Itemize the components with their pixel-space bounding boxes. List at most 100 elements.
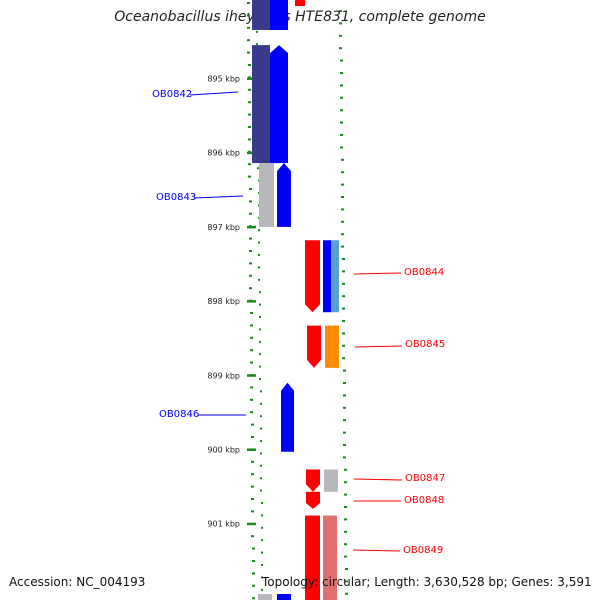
guide-dot	[252, 547, 255, 550]
guide-dot	[340, 96, 343, 99]
guide-dot	[248, 138, 251, 141]
guide-dot	[261, 588, 263, 591]
guide-dot	[261, 551, 263, 554]
guide-dot	[342, 307, 345, 310]
guide-dot	[341, 196, 344, 198]
guide-dot	[251, 498, 254, 500]
guide-dot	[259, 365, 261, 368]
guide-dot	[247, 26, 250, 29]
kbp-tick	[247, 151, 256, 155]
guide-dot	[340, 134, 343, 136]
gene-label-OB0848[interactable]: OB0848	[404, 495, 444, 506]
kbp-tick-label: 899 kbp	[207, 371, 240, 380]
guide-dot	[249, 212, 252, 215]
guide-dot	[260, 489, 262, 492]
gene-fragment-bottom	[258, 594, 272, 600]
gene-label-OB0846[interactable]: OB0846	[159, 409, 199, 420]
gene-OB0848	[306, 491, 320, 509]
map-title: Oceanobacillus iheyensis HTE831, complet…	[114, 9, 486, 25]
guide-dot	[249, 237, 252, 240]
accession-text: Accession: NC_004193	[9, 575, 146, 589]
gene-OB0842-similarity	[252, 45, 270, 164]
guide-dot	[248, 175, 251, 178]
guide-dot	[252, 560, 255, 562]
gene-label-leader	[353, 478, 403, 481]
guide-dot	[261, 564, 263, 566]
gene-labels: OB0842 OB0843 OB0844 OB0845 OB0846 OB0847 OB08…	[152, 89, 445, 556]
guide-dot	[341, 208, 344, 211]
gene-features	[252, 0, 339, 600]
guide-dot	[345, 580, 348, 583]
kbp-axis: 895 kbp 896 kbp 897 kbp 898 kbp 899 kbp 900 k…	[207, 75, 256, 529]
guide-dot	[250, 336, 253, 339]
gene-OB0842	[270, 45, 288, 164]
guide-dot	[252, 584, 255, 587]
gene-OB0846	[281, 382, 294, 452]
guide-dot	[260, 452, 262, 455]
guide-dot	[344, 543, 347, 546]
guide-dot	[247, 39, 250, 42]
gene-fragment-top	[295, 0, 305, 6]
gene-label-OB0847[interactable]: OB0847	[405, 473, 445, 484]
guide-dot	[248, 101, 251, 104]
guide-dot	[259, 378, 261, 380]
guide-dot	[248, 64, 251, 66]
gene-OB0845	[307, 325, 321, 368]
topology-text: Topology: circular; Length: 3,630,528 bp…	[262, 575, 592, 589]
guide-dot	[251, 423, 254, 426]
guide-dot	[261, 539, 263, 542]
guide-dot	[248, 163, 251, 166]
gene-OB0844-hit	[323, 240, 331, 313]
kbp-tick-label: 897 kbp	[207, 223, 240, 232]
kbp-tick	[247, 522, 256, 526]
guide-dot	[341, 183, 344, 186]
gene-label-OB0844[interactable]: OB0844	[404, 267, 444, 278]
guide-dot	[251, 460, 254, 463]
gene-label-OB0843[interactable]: OB0843	[156, 192, 196, 203]
guide-dot	[261, 502, 263, 504]
gene-OB0844	[305, 240, 320, 313]
guide-dot	[250, 398, 253, 401]
guide-dot	[340, 109, 343, 112]
guide-dot	[251, 436, 254, 438]
guide-dot	[249, 287, 252, 290]
guide-dot	[345, 568, 348, 570]
gene-label-leader	[354, 345, 403, 348]
gene-label-OB0842[interactable]: OB0842	[152, 89, 192, 100]
guide-dot	[340, 72, 343, 74]
gene-label-OB0845[interactable]: OB0845	[405, 339, 445, 350]
guide-dot	[260, 440, 262, 442]
gene-label-OB0849[interactable]: OB0849	[403, 545, 443, 556]
gene-OB0847	[306, 469, 320, 492]
guide-dot	[250, 386, 253, 389]
kbp-tick	[247, 300, 256, 303]
gene-label-leader	[193, 195, 244, 199]
gene-OB0849-hit	[323, 515, 337, 600]
guide-dot	[261, 514, 263, 517]
guide-dot	[341, 220, 344, 223]
guide-dot	[250, 361, 253, 364]
kbp-tick	[247, 225, 256, 229]
guide-dot	[343, 406, 346, 409]
guide-dot	[260, 427, 262, 430]
gene-OB0843	[277, 163, 291, 227]
guide-dot	[344, 555, 347, 558]
guide-dot	[248, 76, 251, 79]
guide-dot	[258, 254, 260, 256]
guide-dot	[251, 485, 254, 488]
gene-OB0845-hit	[325, 325, 339, 368]
guide-dot	[249, 262, 252, 265]
guide-dot	[258, 241, 260, 244]
guide-dot	[342, 357, 345, 360]
guide-dot	[249, 250, 252, 252]
guide-dot	[344, 481, 347, 484]
guide-dot	[342, 258, 345, 260]
guide-dot	[342, 320, 345, 322]
kbp-tick	[247, 448, 256, 451]
guide-dot	[250, 411, 253, 414]
kbp-tick-label: 901 kbp	[207, 520, 240, 529]
guide-dot	[343, 444, 346, 446]
guide-dot	[261, 576, 263, 579]
guide-dot	[341, 245, 344, 248]
